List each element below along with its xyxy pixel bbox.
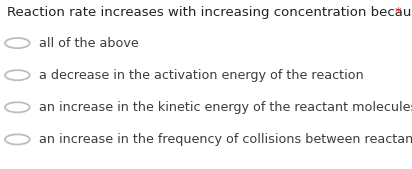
Circle shape (5, 38, 30, 48)
Text: an increase in the frequency of collisions between reactant molecules: an increase in the frequency of collisio… (39, 133, 412, 146)
Text: all of the above: all of the above (39, 37, 139, 50)
Text: Reaction rate increases with increasing concentration because of:: Reaction rate increases with increasing … (7, 6, 412, 19)
Circle shape (5, 70, 30, 80)
Text: a decrease in the activation energy of the reaction: a decrease in the activation energy of t… (39, 69, 364, 82)
Text: Reaction rate increases with increasing concentration because of:: Reaction rate increases with increasing … (7, 6, 412, 19)
Circle shape (5, 102, 30, 112)
Text: an increase in the kinetic energy of the reactant molecules: an increase in the kinetic energy of the… (39, 101, 412, 114)
Text: *: * (395, 6, 401, 19)
Circle shape (5, 134, 30, 144)
